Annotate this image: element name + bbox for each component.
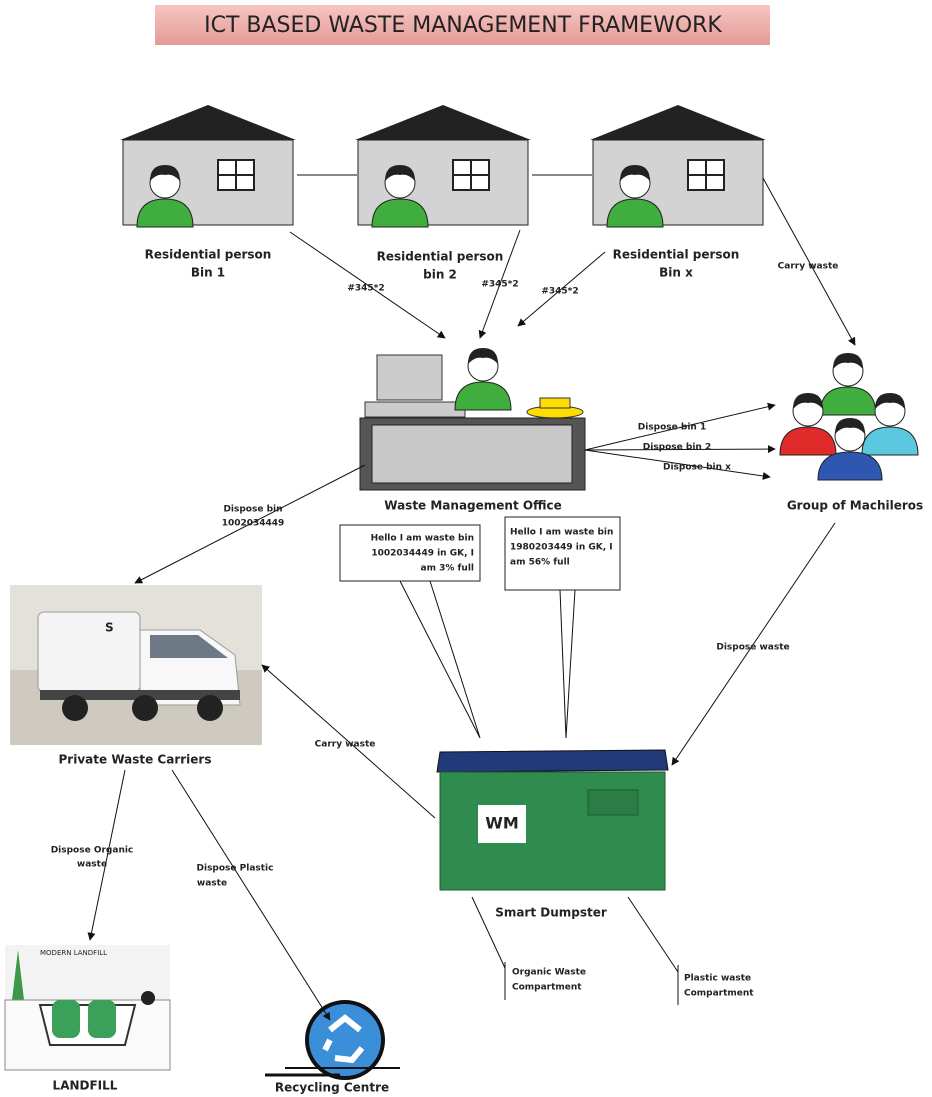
shape [540,398,570,408]
message-text: am 3% full [421,564,475,574]
message-text: Hello I am waste bin [510,528,613,538]
page: ICT Waste Management Framework {"title":… [0,0,932,1097]
shape [88,1000,116,1038]
edge-label: Carry waste [778,262,839,272]
house [120,105,296,227]
office-label: Waste Management Office [384,499,561,513]
edge-label: Carry waste [315,740,376,750]
edge-label: waste [197,879,227,889]
shape [197,695,223,721]
house-label: Bin 1 [191,266,225,280]
edge-label: Dispose Organic [51,846,134,856]
machileros [780,353,918,480]
shape [52,1000,80,1038]
diagram: ICT BASED WASTE MANAGEMENT FRAMEWORK Res… [0,0,932,1097]
landfill-caption: MODERN LANDFILL [40,949,107,957]
recycling-label: Recycling Centre [275,1081,389,1095]
house-label: Residential person [613,248,740,262]
truck-label: Private Waste Carriers [59,753,212,767]
edge-label: #345*2 [347,284,384,294]
house [355,105,531,227]
edge-label: Dispose bin 2 [643,443,711,453]
title: ICT BASED WASTE MANAGEMENT FRAMEWORK [204,13,722,38]
compartment-label: Compartment [684,989,754,999]
callout-pointer [400,581,480,738]
callout-pointer [560,590,575,738]
shape [62,695,88,721]
message-text: 1980203449 in GK, I [510,543,613,553]
house-label: Bin x [659,266,693,280]
shape [455,348,511,410]
body: ICT BASED WASTE MANAGEMENT FRAMEWORK Res… [0,0,932,1097]
shape [365,402,465,417]
shape [437,750,668,772]
shape [588,790,638,815]
landfill-label: LANDFILL [53,1079,118,1093]
shape [820,353,876,415]
house-label: bin 2 [423,268,457,282]
compartment-pointer [628,897,678,972]
edge-label: Dispose bin [223,505,282,515]
shape [377,355,442,400]
edge-label: 1002034449 [222,519,285,529]
dumpster-logo: WM [485,814,519,833]
shape [141,991,155,1005]
edge-label: Dispose Plastic [197,864,274,874]
message-text: Hello I am waste bin [371,534,474,544]
edge-label: #345*2 [541,287,578,297]
compartment-label: Compartment [512,983,582,993]
machileros-label: Group of Machileros [787,499,923,513]
house-label: Residential person [145,248,272,262]
landfill: MODERN LANDFILL [5,945,170,1070]
edge [172,770,330,1020]
compartment-label: Plastic waste [684,974,751,984]
edge-label: Dispose bin x [663,463,731,473]
office [360,348,585,490]
shape [307,1002,383,1078]
message-text: 1002034449 in GK, I [371,549,474,559]
shape [372,425,572,483]
edge-label: #345*2 [481,280,518,290]
shape [862,427,918,455]
dumpster-label: Smart Dumpster [495,906,607,920]
house [590,105,766,227]
shape [132,695,158,721]
shape [818,452,882,480]
compartment-label: Organic Waste [512,968,586,978]
edge-label: Dispose waste [716,643,789,653]
edge-label: Dispose bin 1 [638,423,706,433]
message-text: am 56% full [510,558,570,568]
shape [38,612,140,692]
truck: S [10,585,262,745]
house-label: Residential person [377,250,504,264]
edge-label: waste [77,860,107,870]
dumpster: WM [430,738,672,898]
truck-logo: S [105,621,114,635]
shape [780,427,836,455]
recycling [265,1002,400,1078]
